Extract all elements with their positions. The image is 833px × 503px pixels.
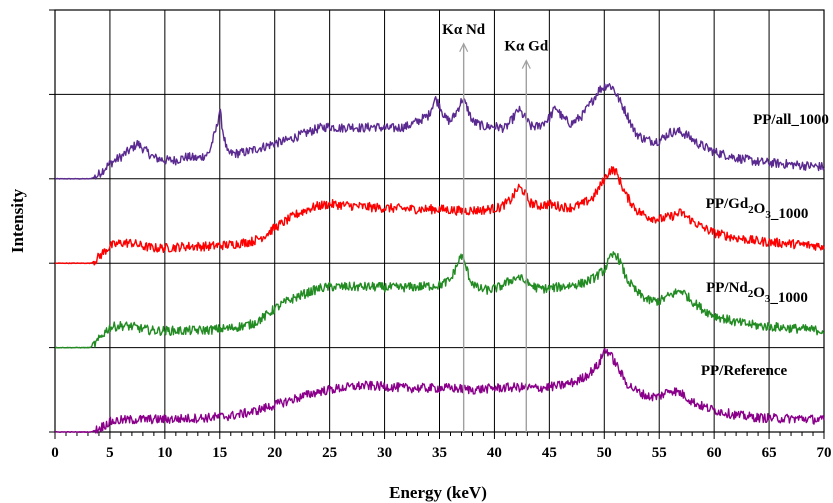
series-label-part: PP/Nd [706,280,748,296]
x-tick-label: 10 [157,445,172,461]
annotation-label: Kα Gd [504,39,548,55]
series-line [54,251,825,349]
series-label-subscript: 3 [765,209,771,221]
x-tick-label: 15 [212,445,227,461]
x-tick-label: 35 [432,445,447,461]
annotation-label: Kα Nd [442,22,486,38]
x-tick-labels: 0 5 10 15 20 25 30 35 40 45 50 55 60 65 70 [51,445,831,461]
x-tick-label: 40 [487,445,502,461]
x-tick-label: 45 [542,445,557,461]
x-axis-title: Energy (keV) [389,483,487,502]
x-tick-label: 25 [322,445,337,461]
series-label-subscript: 2 [748,288,754,300]
series-label-part: _1000 [769,290,808,306]
series-labels: PP/all_1000PP/Gd2O3_1000PP/Nd2O3_1000PP/… [701,112,829,379]
x-tick-label: 55 [652,445,667,461]
series-label: PP/all_1000 [753,112,829,128]
minor-ticks [49,9,825,439]
gridlines [55,10,824,432]
series-label-part: PP/Gd [706,196,749,212]
y-axis-title: Intensity [8,188,27,253]
x-tick-label: 70 [817,445,832,461]
series-line [54,166,825,266]
x-tick-label: 50 [597,445,612,461]
series-label: PP/Gd2O3_1000 [706,196,809,222]
annotation-layer: Kα Nd Kα Gd [442,22,549,432]
x-tick-label: 65 [762,445,777,461]
series-label: PP/Nd2O3_1000 [706,280,808,306]
series-label-part: O [753,285,765,301]
annotation-arrowhead [459,42,469,53]
series-label-subscript: 2 [748,204,754,216]
x-tick-label: 30 [377,445,392,461]
series-label-part: O [754,201,766,217]
series-layer [54,83,825,434]
annotation-arrowhead [521,59,531,69]
series-label-subscript: 3 [765,293,771,305]
x-tick-label: 60 [707,445,722,461]
x-tick-label: 5 [106,445,114,461]
series-line [54,347,825,434]
series-label: PP/Reference [701,363,788,379]
x-tick-label: 0 [51,445,59,461]
series-line [54,83,825,180]
x-tick-label: 20 [267,445,282,461]
series-label-part: _1000 [770,206,809,222]
